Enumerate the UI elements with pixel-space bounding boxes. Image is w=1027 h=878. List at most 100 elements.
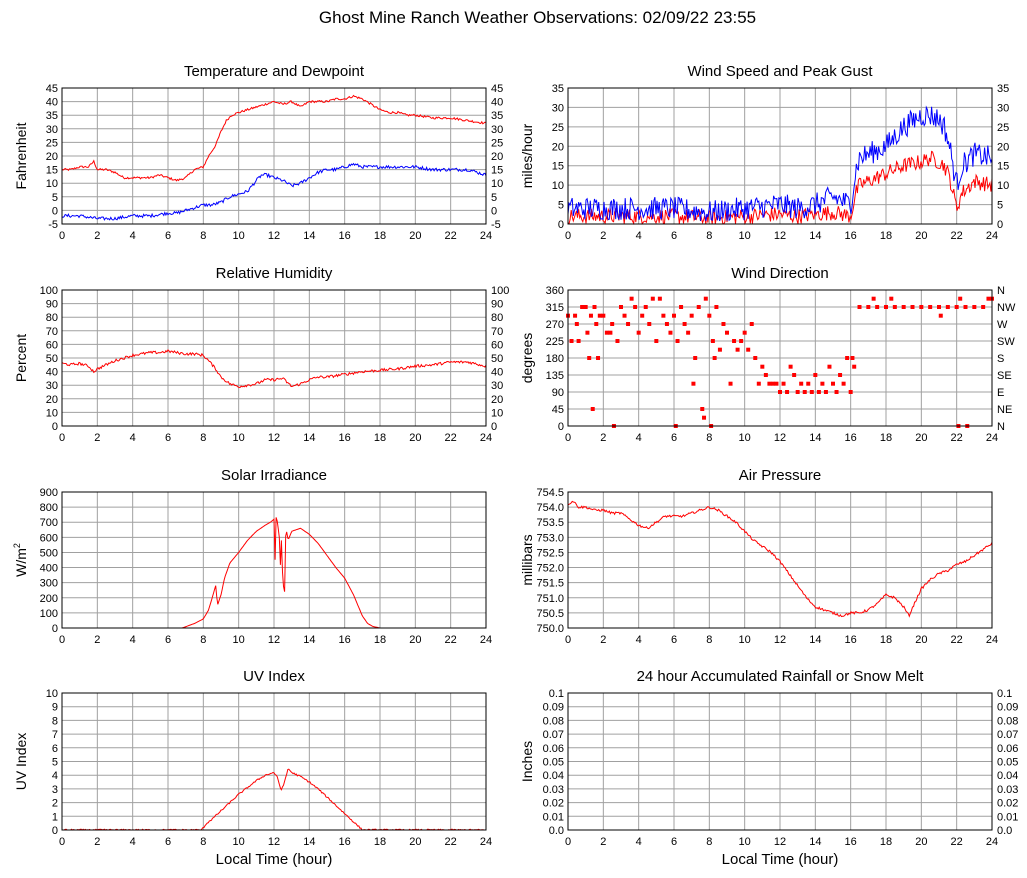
y-axis-label: miles/hour: [519, 123, 535, 188]
y-tick-label: 900: [40, 487, 58, 499]
direction-marker: [981, 305, 986, 309]
direction-marker: [725, 330, 729, 335]
right-y-tick-label: 10: [997, 180, 1009, 192]
chart-title: Relative Humidity: [216, 265, 333, 282]
x-tick-label: 10: [739, 836, 751, 848]
x-tick-label: 10: [233, 634, 245, 646]
chart-title: Temperature and Dewpoint: [184, 63, 365, 80]
y-tick-label: 10: [46, 407, 58, 419]
y-axis-label: W/m2: [12, 543, 29, 577]
y-tick-label: 5: [52, 757, 58, 769]
direction-marker: [710, 339, 715, 343]
y-axis-label: Percent: [13, 334, 29, 382]
right-y-tick-label: 20: [491, 151, 503, 163]
x-tick-label: 14: [809, 836, 821, 848]
direction-marker: [590, 407, 595, 411]
x-tick-label: 14: [303, 634, 315, 646]
y-tick-label: 270: [546, 319, 564, 331]
right-y-tick-label: 5: [997, 200, 1003, 212]
direction-marker: [813, 373, 818, 377]
right-y-tick-label: -5: [491, 219, 501, 231]
x-tick-label: 16: [339, 230, 351, 242]
x-tick-label: 0: [565, 634, 571, 646]
y-tick-label: 360: [546, 285, 564, 297]
x-tick-label: 6: [165, 836, 171, 848]
direction-marker: [875, 305, 880, 309]
right-y-tick-label: 70: [491, 326, 503, 338]
chart-rh: 0 2 4 6 8 10 12 14 16 18 20 22 240102030405060708090…: [13, 265, 509, 444]
x-tick-label: 12: [774, 634, 786, 646]
x-axis-label: Local Time (hour): [722, 851, 839, 868]
x-tick-label: 20: [915, 230, 927, 242]
plot-frame: [61, 87, 487, 225]
x-tick-label: 2: [600, 634, 606, 646]
direction-marker: [788, 364, 793, 369]
x-tick-label: 16: [845, 432, 857, 444]
right-y-tick-label: 0: [997, 219, 1003, 231]
y-tick-label: 400: [40, 563, 58, 575]
direction-marker: [919, 305, 924, 309]
series-line-0: [61, 349, 487, 389]
direction-marker: [679, 305, 684, 309]
x-tick-label: 16: [845, 634, 857, 646]
direction-marker: [781, 381, 786, 386]
direction-marker: [640, 313, 645, 318]
direction-marker: [728, 381, 733, 386]
direction-marker: [820, 381, 825, 386]
y-tick-label: 30: [552, 102, 564, 114]
direction-marker: [569, 339, 574, 343]
direction-marker: [721, 322, 726, 326]
x-tick-label: 24: [480, 432, 492, 444]
plot-frame: [567, 692, 993, 831]
direction-marker: [889, 296, 894, 301]
direction-marker: [629, 296, 634, 301]
y-tick-label: 180: [546, 353, 564, 365]
x-tick-label: 16: [845, 230, 857, 242]
chart-title: Air Pressure: [739, 467, 822, 484]
direction-marker: [806, 381, 811, 386]
direction-marker: [615, 339, 620, 343]
right-y-tick-label: N: [997, 421, 1005, 433]
x-tick-label: 20: [915, 634, 927, 646]
right-y-tick-label: SE: [997, 370, 1012, 382]
y-tick-label: 2: [52, 798, 58, 810]
y-tick-label: 60: [46, 339, 58, 351]
right-y-tick-label: 0.05: [997, 757, 1018, 769]
direction-marker: [834, 390, 839, 394]
y-tick-label: 70: [46, 326, 58, 338]
direction-marker: [597, 313, 602, 318]
x-tick-label: 0: [59, 836, 65, 848]
x-tick-label: 16: [339, 634, 351, 646]
chart-rain: 0 2 4 6 8 10 12 14 16 18 20 22 240.00.010.020.030.04…: [519, 668, 1018, 868]
x-tick-label: 16: [339, 836, 351, 848]
x-tick-label: 6: [671, 432, 677, 444]
chart-title: UV Index: [243, 668, 305, 685]
x-tick-label: 8: [200, 230, 206, 242]
direction-marker: [901, 305, 906, 309]
x-tick-label: 6: [165, 230, 171, 242]
direction-marker: [739, 339, 744, 343]
direction-marker: [696, 305, 701, 309]
direction-marker: [857, 305, 862, 309]
x-tick-label: 18: [374, 230, 386, 242]
y-tick-label: 25: [46, 137, 58, 149]
y-tick-label: 40: [46, 367, 58, 379]
right-y-tick-label: 5: [491, 192, 497, 204]
right-y-tick-label: 90: [491, 299, 503, 311]
x-tick-label: 18: [880, 634, 892, 646]
right-y-tick-label: 30: [491, 124, 503, 136]
x-tick-label: 12: [774, 230, 786, 242]
direction-marker: [622, 313, 627, 318]
y-tick-label: 751.0: [536, 593, 564, 605]
direction-marker: [799, 381, 804, 386]
direction-marker: [756, 381, 761, 386]
x-tick-label: 4: [636, 230, 642, 242]
right-y-tick-label: 0.06: [997, 743, 1018, 755]
right-y-tick-label: 25: [491, 137, 503, 149]
direction-marker: [910, 305, 915, 309]
x-tick-label: 22: [951, 836, 963, 848]
x-tick-label: 18: [880, 432, 892, 444]
y-tick-label: 25: [552, 122, 564, 134]
x-tick-label: 10: [233, 230, 245, 242]
